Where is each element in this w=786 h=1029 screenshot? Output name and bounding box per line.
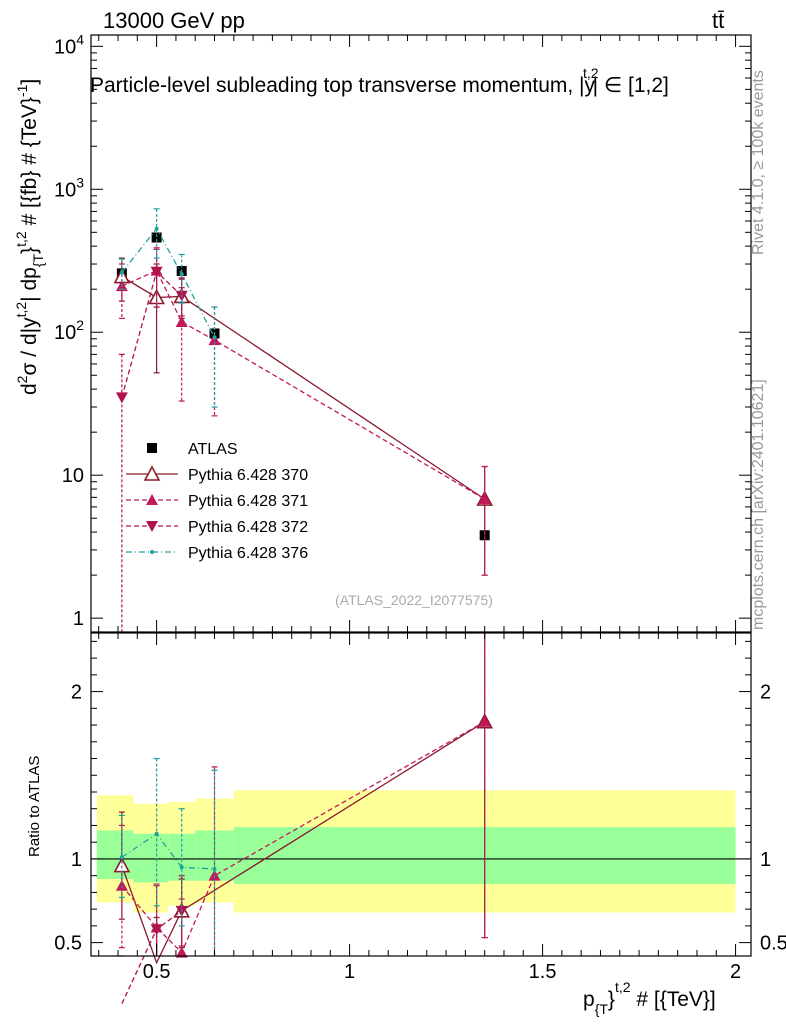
x-tick-label: 1.5: [529, 961, 557, 983]
legend-marker: [143, 465, 161, 481]
x-tick-label: 1: [344, 961, 355, 983]
data-point: [175, 315, 188, 327]
data-point: [115, 879, 128, 891]
series-line-p372: [121, 270, 183, 398]
y-tick-label: 103: [54, 174, 84, 201]
legend-label: ATLAS: [188, 441, 238, 458]
y-tick-label: 104: [54, 31, 84, 58]
legend-marker: [150, 550, 154, 554]
chart-title-tail: | ∈ [1,2]: [593, 74, 669, 97]
x-tick-label: 2: [730, 961, 741, 983]
y-tick-label: 1: [73, 608, 84, 630]
ratio-y-tick-label-right: 1: [760, 849, 771, 871]
chart-title-y: y: [585, 74, 596, 97]
data-point: [179, 865, 184, 870]
ratio-y-axis-label: Ratio to ATLAS: [26, 756, 43, 857]
chart-title: Particle-level subleading top transverse…: [90, 65, 669, 97]
main-y-axis-label: d2σ / d|yt,2| dp{T}t,2 # [{fb} # {TeV}-1…: [13, 79, 46, 395]
ratio-y-tick-label: 1: [71, 849, 82, 871]
series-p376: [118, 757, 218, 956]
process-label: tt̄: [712, 8, 724, 33]
x-axis-label: p{T}t,2 # [{TeV}]: [583, 979, 716, 1017]
data-point: [150, 924, 163, 936]
data-point: [151, 232, 162, 243]
legend-entry-p372: Pythia 6.428 372: [126, 519, 308, 536]
series-p372: [115, 248, 188, 632]
series-line-p371: [121, 269, 486, 500]
main-frame: [90, 34, 752, 633]
legend-marker: [147, 443, 157, 453]
legend: ATLAS Pythia 6.428 370 Pythia 6.428 371 Pyt…: [126, 441, 308, 562]
legend-entry-p370: Pythia 6.428 370: [126, 465, 308, 484]
rivet-version-label: Rivet 4.1.0, ≥ 100k events: [750, 70, 767, 255]
x-tick-label: 0.5: [143, 961, 171, 983]
ratio-y-tick-label: 0.5: [54, 933, 82, 955]
data-point: [208, 869, 221, 881]
legend-entry-p376: Pythia 6.428 376: [126, 545, 308, 562]
series-line-p376: [121, 832, 215, 870]
mcplots-label: mcplots.cern.ch [arXiv:2401.10621]: [750, 379, 767, 630]
ratio-y-tick-label: 2: [71, 682, 82, 704]
series-line-p376: [121, 227, 216, 338]
data-point: [478, 715, 491, 727]
data-point: [212, 335, 217, 340]
data-point: [150, 266, 163, 278]
legend-marker: [146, 521, 158, 532]
analysis-reference-label: (ATLAS_2022_I2077575): [335, 592, 493, 608]
ratio-y-ticks: 0.5 0.5 1 1 2 2: [54, 640, 786, 955]
series-p376: [118, 208, 218, 408]
data-point: [179, 272, 184, 277]
y-tick-label: 10: [62, 465, 84, 487]
main-x-ticks: [98, 35, 737, 632]
data-point: [154, 831, 159, 836]
data-point: [478, 493, 491, 505]
energy-label: 13000 GeV pp: [103, 8, 245, 33]
ratio-y-tick-label-right: 2: [760, 682, 771, 704]
ratio-y-tick-label-right: 0.5: [760, 933, 786, 955]
data-point: [119, 855, 124, 860]
chart-title-sup: t,2: [583, 65, 599, 81]
ratio-plot-area: [91, 633, 751, 1004]
legend-entry-p371: Pythia 6.428 371: [126, 493, 308, 510]
data-point: [115, 392, 128, 404]
data-point: [212, 866, 217, 871]
main-plot-area: [113, 208, 494, 632]
ratio-x-ticks: 0.5 1 1.5 2: [98, 633, 741, 983]
legend-label: Pythia 6.428 371: [188, 493, 308, 510]
legend-entry-atlas: ATLAS: [147, 441, 238, 458]
data-point: [154, 226, 159, 231]
main-panel: 1 10 102 103 104 Particle-level subleading t…: [13, 31, 752, 633]
legend-label: Pythia 6.428 370: [188, 467, 308, 484]
data-point: [119, 270, 124, 275]
series-line-p370: [121, 721, 486, 965]
legend-marker: [146, 494, 158, 505]
data-point: [175, 946, 188, 958]
legend-label: Pythia 6.428 376: [188, 545, 308, 562]
ratio-panel: 0.5 0.5 1 1 2 2 0.5 1 1.5 2 Ratio to ATLAS p{T}t…: [26, 632, 786, 1017]
legend-label: Pythia 6.428 372: [188, 519, 308, 536]
y-tick-label: 102: [54, 317, 84, 344]
uncertainty-band-inner: [133, 833, 169, 883]
ratio-frame: [90, 632, 752, 957]
chart-title-main: Particle-level subleading top transverse…: [90, 74, 585, 97]
main-y-ticks: 1 10 102 103 104: [54, 31, 751, 630]
